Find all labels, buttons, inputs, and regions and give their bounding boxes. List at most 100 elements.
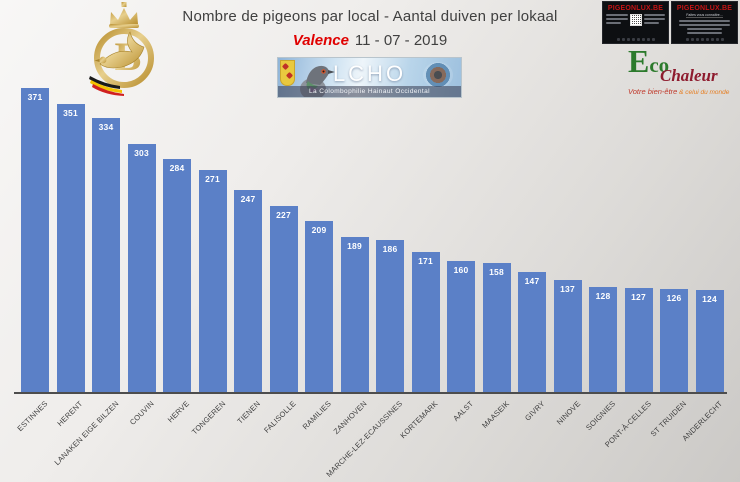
eco-letter: E [628, 43, 650, 79]
bar-value-label: 227 [276, 210, 291, 220]
bar[interactable]: 127 [624, 288, 653, 392]
x-axis-label: HERENT [55, 399, 85, 429]
ad-text-line [643, 22, 659, 24]
x-axis-label: MAASEIK [479, 399, 511, 430]
logo-ring [94, 28, 154, 88]
hainaut-coat-of-arms-icon [280, 60, 295, 86]
bar[interactable]: 137 [553, 280, 582, 392]
bar[interactable]: 371 [21, 88, 49, 392]
bar[interactable]: 334 [92, 118, 120, 392]
x-axis-label: SOIGNIES [584, 399, 618, 433]
ad-text-line [679, 24, 730, 26]
bar[interactable]: 171 [411, 252, 440, 392]
bar-value-label: 209 [311, 225, 327, 235]
chart-header: Nombre de pigeons par local - Aantal dui… [0, 8, 740, 49]
race-date: 11 - 07 - 2019 [354, 32, 448, 49]
lcho-acronym: LCHO [332, 61, 407, 86]
dove-icon [94, 31, 145, 69]
x-axis-label: ZANHOVEN [331, 399, 369, 436]
pigeonlux-right-subtitle: Faites vous connaître... [686, 13, 723, 18]
x-axis-label: MARCHE-LEZ-ECAUSSINES [324, 399, 405, 479]
chart-subtitle: Valence 11 - 07 - 2019 [0, 32, 740, 49]
x-axis-label: COUVIN [128, 399, 156, 427]
x-axis-label: GIVRY [522, 399, 547, 423]
ad-footer-dots [685, 38, 724, 41]
pigeonlux-left-body [606, 14, 665, 26]
x-axis-label: FALISOLLE [262, 399, 298, 435]
chart-title: Nombre de pigeons par local - Aantal dui… [182, 8, 558, 25]
ad-strip: PIGEONLUX.BE PIGEONLUX.BE Faites vous co… [602, 1, 738, 44]
lcho-club-banner[interactable]: LCHO La Colombophilie Hainaut Occidental [277, 57, 462, 98]
bar-value-label: 371 [27, 92, 43, 102]
bar-value-label: 127 [631, 292, 646, 302]
ad-text-line [643, 14, 665, 16]
bar-value-label: 126 [666, 293, 682, 303]
x-axis-label: AALST [451, 399, 476, 423]
race-name: Valence [292, 32, 349, 49]
x-axis-label: HERVE [166, 399, 192, 425]
pigeonlux-left-title: PIGEONLUX.BE [607, 5, 664, 12]
bar[interactable]: 126 [660, 289, 688, 392]
x-axis-label: RAMILIES [301, 399, 334, 432]
x-axis-label: ESTINNES [15, 399, 50, 434]
pigeonlux-ad-left[interactable]: PIGEONLUX.BE [602, 1, 669, 44]
rfcb-logo-graphic: B [89, 2, 154, 96]
bar-value-label: 186 [382, 244, 398, 254]
pigeonlux-right-title: PIGEONLUX.BE [676, 5, 733, 12]
ad-text-line [686, 28, 723, 30]
qr-code-icon [629, 14, 642, 26]
bar-value-label: 160 [453, 265, 469, 275]
bar-value-label: 303 [134, 148, 149, 158]
plot-area: 371 351 334 303 284 271 247 227 209 189 186 171 160 1… [14, 88, 727, 394]
belgian-flag-stripes [89, 76, 124, 96]
x-axis-label: LANAKEN EIGE BILZEN [52, 399, 121, 468]
x-axis-labels: ESTINNES HERENT LANAKEN EIGE BILZEN COUVIN H… [0, 392, 740, 482]
lcho-tagline: La Colombophilie Hainaut Occidental [278, 86, 461, 97]
bar[interactable]: 186 [376, 240, 404, 392]
ad-text-lines [679, 20, 730, 38]
chaleur-word: Chaleur [660, 66, 718, 85]
bar-value-label: 147 [524, 276, 540, 286]
ecochaleur-sponsor-logo[interactable]: Eco Chaleur Votre bien-être & celui du m… [628, 45, 736, 97]
x-axis-label: TIENEN [235, 399, 263, 426]
bar[interactable]: 160 [447, 261, 475, 392]
ad-text-line [606, 18, 628, 20]
bar[interactable]: 124 [695, 290, 724, 392]
x-axis-label: NINOVE [554, 399, 582, 427]
bar[interactable]: 227 [269, 206, 298, 392]
eco-tagline: Votre bien-être & celui du monde [628, 87, 736, 96]
bar[interactable]: 128 [589, 287, 617, 392]
eye-icon [423, 62, 453, 88]
x-axis-label: TONGEREN [189, 399, 227, 437]
x-axis-label: KORTEMARK [398, 399, 440, 441]
bar-value-label: 334 [98, 122, 114, 132]
bar-value-label: 158 [489, 267, 504, 277]
bar[interactable]: 284 [163, 159, 191, 392]
ad-text-line [606, 22, 622, 24]
ad-footer-dots [616, 38, 655, 41]
bar-value-label: 128 [595, 291, 611, 301]
eco-word: co [649, 53, 670, 77]
ad-text-line [643, 18, 665, 20]
ad-text-line [686, 32, 723, 34]
ad-text-line [606, 14, 628, 16]
bar[interactable]: 209 [305, 221, 333, 392]
bar[interactable]: 247 [234, 190, 262, 392]
bar-value-label: 271 [205, 174, 220, 184]
pigeonlux-ad-right[interactable]: PIGEONLUX.BE Faites vous connaître... [671, 1, 738, 44]
x-axis-line [14, 392, 727, 394]
bar[interactable]: 351 [56, 104, 85, 392]
bar-value-label: 351 [63, 108, 78, 118]
bar[interactable]: 158 [482, 263, 511, 392]
eco-tagline-part2: & celui du monde [679, 89, 730, 96]
bar[interactable]: 271 [198, 170, 227, 392]
bar[interactable]: 189 [340, 237, 369, 392]
ad-text-lines [643, 14, 665, 24]
bar[interactable]: 303 [127, 144, 156, 392]
rfcb-federation-logo: B [84, 0, 164, 96]
bar-value-label: 284 [169, 163, 185, 173]
bar-value-label: 137 [560, 284, 575, 294]
ad-text-line [679, 20, 730, 22]
bar[interactable]: 147 [518, 272, 546, 392]
bar-value-label: 247 [240, 194, 256, 204]
